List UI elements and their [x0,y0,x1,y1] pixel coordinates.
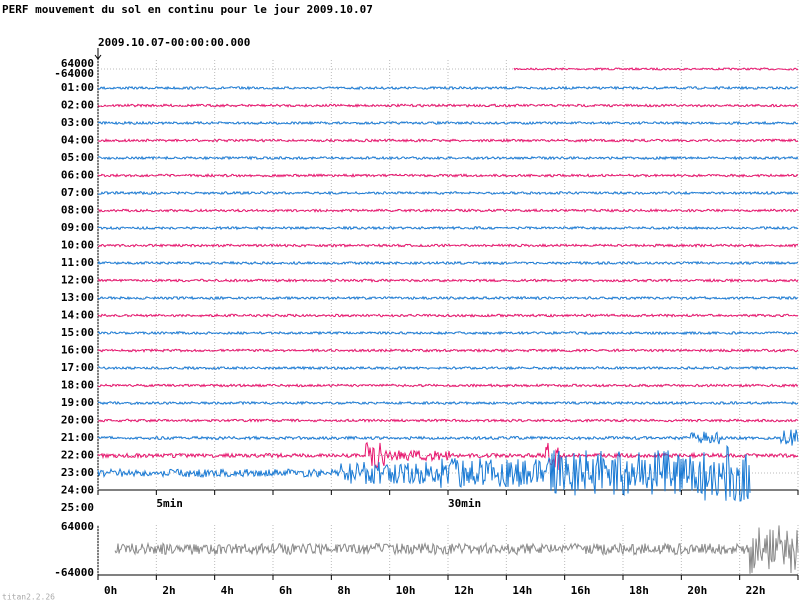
trace [97,313,799,318]
trace [97,400,799,406]
hour-label: 01:00 [61,81,94,94]
trace [97,330,799,336]
trace [97,243,799,248]
hour-label: 09:00 [61,221,94,234]
hour-label: 05:00 [61,151,94,164]
overview-hour-label: 20h [687,584,707,597]
hour-label: 16:00 [61,344,94,357]
hour-label: 12:00 [61,274,94,287]
hour-label: 03:00 [61,116,94,129]
overview-hour-label: 18h [629,584,649,597]
hour-label: 23:00 [61,466,94,479]
minute-label: 30min [448,497,481,510]
overview-hour-label: 0h [104,584,117,597]
hour-label: 19:00 [61,396,94,409]
hour-label: 10:00 [61,239,94,252]
overview-hour-label: 16h [571,584,591,597]
minute-label: 5min [156,497,183,510]
overview-hour-label: 14h [512,584,532,597]
overview-hour-label: 4h [221,584,234,597]
trace [97,103,799,108]
hour-label: 20:00 [61,414,94,427]
overview-hour-label: 2h [162,584,175,597]
trace [97,173,799,178]
trace [97,278,799,283]
hour-label: 25:00 [61,501,94,514]
trace [97,155,799,161]
trace [97,208,799,213]
hour-label: 08:00 [61,204,94,217]
hour-label: 04:00 [61,134,94,147]
hour-label: 24:00 [61,484,94,497]
trace [97,295,799,301]
trace [97,120,799,126]
overview-hour-label: 22h [746,584,766,597]
hour-label: 02:00 [61,99,94,112]
trace [97,365,799,371]
scale-label: -64000 [54,67,94,80]
footer: titan2.2.26 [2,593,55,602]
hour-label: 21:00 [61,431,94,444]
hour-label: 13:00 [61,291,94,304]
trace [97,260,799,266]
overview-hour-label: 6h [279,584,292,597]
trace [97,348,799,353]
trace [97,441,799,471]
hour-label: 11:00 [61,256,94,269]
hour-label: 07:00 [61,186,94,199]
hour-label: 18:00 [61,379,94,392]
trace [97,85,798,91]
start-time: 2009.10.07-00:00:00.000 [98,36,250,49]
trace [97,138,799,143]
trace [97,190,799,196]
scale-label: 64000 [61,57,94,70]
title: PERF mouvement du sol en continu pour le… [2,3,373,16]
overview-hour-label: 8h [337,584,350,597]
hour-label: 14:00 [61,309,94,322]
trace [513,66,799,71]
trace [97,429,799,446]
hour-label: 17:00 [61,361,94,374]
trace [98,418,799,423]
overview-hour-label: 10h [396,584,416,597]
overview-scale-label: 64000 [61,520,94,533]
trace [97,383,799,388]
trace [97,225,799,231]
hour-label: 22:00 [61,449,94,462]
overview-scale-label: -64000 [54,566,94,579]
overview-hour-label: 12h [454,584,474,597]
hour-label: 06:00 [61,169,94,182]
trace [97,444,751,502]
trace [114,525,799,574]
hour-label: 15:00 [61,326,94,339]
